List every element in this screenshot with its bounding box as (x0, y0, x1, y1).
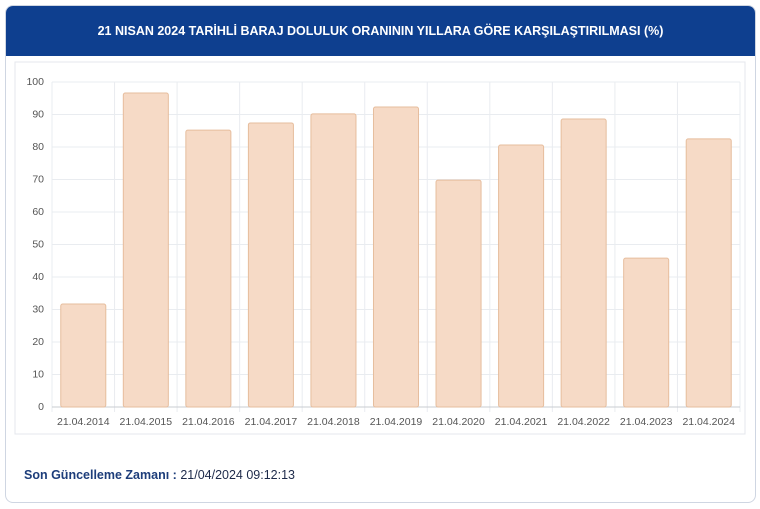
bar (498, 144, 545, 408)
y-tick-label: 60 (32, 206, 44, 218)
bar (623, 257, 670, 408)
footer-label: Son Güncelleme Zamanı : (24, 468, 177, 482)
x-tick-label: 21.04.2016 (182, 416, 235, 428)
y-tick-label: 30 (32, 303, 44, 315)
bar (247, 122, 294, 408)
bar (185, 129, 232, 408)
x-tick-label: 21.04.2017 (245, 416, 298, 428)
y-tick-label: 50 (32, 238, 44, 250)
x-tick-label: 21.04.2023 (620, 416, 673, 428)
x-tick-label: 21.04.2019 (370, 416, 423, 428)
bar (310, 113, 357, 408)
bar (372, 106, 420, 408)
bar (685, 138, 732, 408)
y-tick-label: 90 (32, 108, 44, 120)
footer-value: 21/04/2024 09:12:13 (180, 468, 296, 482)
y-tick-label: 70 (32, 173, 44, 185)
bar (122, 92, 169, 408)
y-tick-label: 0 (38, 401, 44, 413)
x-tick-label: 21.04.2014 (57, 416, 110, 428)
x-tick-label: 21.04.2018 (307, 416, 360, 428)
footer: Son Güncelleme Zamanı : 21/04/2024 09:12… (24, 468, 295, 482)
x-tick-label: 21.04.2020 (432, 416, 485, 428)
y-tick-label: 40 (32, 271, 44, 283)
y-tick-label: 20 (32, 336, 44, 348)
y-tick-label: 10 (32, 368, 44, 380)
bar (435, 179, 482, 408)
bar (560, 118, 607, 408)
plot-frame (14, 61, 746, 435)
x-tick-label: 21.04.2022 (557, 416, 610, 428)
x-tick-label: 21.04.2024 (682, 416, 735, 428)
x-tick-label: 21.04.2021 (495, 416, 548, 428)
x-tick-label: 21.04.2015 (120, 416, 173, 428)
chart-title: 21 NISAN 2024 TARİHLİ BARAJ DOLULUK ORAN… (6, 6, 755, 56)
y-tick-label: 100 (26, 76, 44, 88)
bar (60, 303, 107, 408)
y-tick-label: 80 (32, 141, 44, 153)
